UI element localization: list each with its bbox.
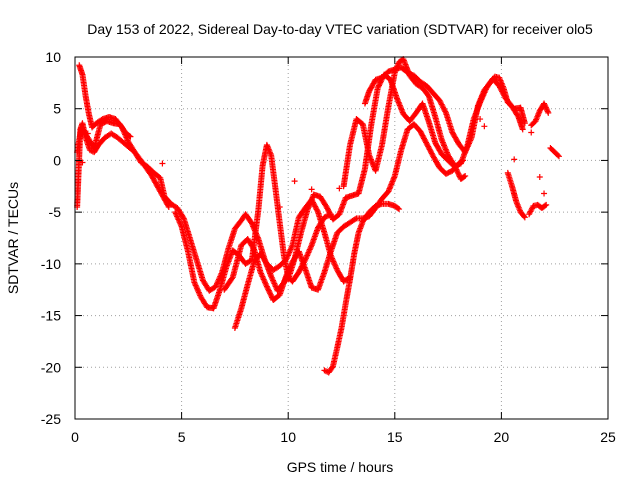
- chart-title: Day 153 of 2022, Sidereal Day-to-day VTE…: [87, 21, 593, 37]
- data-point: [454, 167, 461, 174]
- data-point: [250, 245, 257, 252]
- data-point: [424, 92, 431, 99]
- y-tick-label: 0: [53, 152, 61, 168]
- data-point: [276, 203, 283, 210]
- data-point: [336, 185, 343, 192]
- data-point: [555, 153, 562, 160]
- data-point: [265, 287, 272, 294]
- x-tick-label: 10: [280, 429, 296, 445]
- axis-ticks: 0 5 10 15 20 25 -25 -20 -15 -10 -5 0 5 10: [41, 49, 616, 445]
- data-point: [462, 172, 469, 179]
- data-point: [375, 83, 382, 90]
- y-tick-label: -25: [41, 411, 61, 427]
- data-point: [542, 103, 549, 110]
- data-point: [394, 205, 401, 212]
- y-tick-label: -10: [41, 256, 61, 272]
- data-point: [521, 214, 528, 221]
- data-point: [263, 283, 270, 290]
- series-arc-13: [528, 100, 552, 129]
- data-point: [352, 216, 359, 223]
- data-point: [543, 201, 550, 208]
- y-tick-label: -5: [49, 204, 62, 220]
- data-point: [519, 126, 526, 133]
- data-point: [453, 166, 460, 173]
- data-point: [455, 172, 462, 179]
- data-points: [74, 56, 562, 376]
- data-point: [520, 213, 527, 220]
- data-point: [461, 173, 468, 180]
- data-point: [264, 284, 271, 291]
- data-point: [228, 275, 235, 282]
- plot-border: [74, 56, 609, 420]
- data-point: [528, 129, 535, 136]
- data-point: [544, 107, 551, 114]
- data-point: [268, 293, 275, 300]
- data-point: [127, 133, 134, 140]
- data-point: [542, 104, 549, 111]
- data-point: [514, 112, 521, 119]
- data-point: [451, 162, 458, 169]
- x-axis-label: GPS time / hours: [287, 459, 394, 475]
- x-tick-label: 20: [494, 429, 510, 445]
- data-point: [455, 170, 462, 177]
- y-tick-label: -15: [41, 308, 61, 324]
- data-point: [126, 132, 133, 139]
- series-arc-12: [526, 201, 550, 218]
- data-point: [511, 156, 518, 163]
- data-point: [266, 288, 273, 295]
- data-point: [554, 152, 561, 159]
- data-point: [454, 169, 461, 176]
- x-tick-label: 5: [178, 429, 186, 445]
- x-tick-label: 25: [600, 429, 616, 445]
- data-point: [545, 109, 552, 116]
- data-point: [521, 120, 528, 127]
- series-arc-3: [74, 118, 134, 156]
- data-point: [267, 290, 274, 297]
- data-point: [452, 165, 459, 172]
- y-tick-label: -20: [41, 359, 61, 375]
- data-point: [165, 203, 172, 210]
- data-point: [79, 159, 86, 166]
- y-tick-label: 5: [53, 101, 61, 117]
- data-point: [477, 116, 484, 123]
- data-point: [159, 160, 166, 167]
- data-point: [267, 291, 274, 298]
- data-point: [543, 105, 550, 112]
- y-tick-label: 10: [45, 49, 61, 65]
- data-point: [179, 214, 186, 221]
- data-point: [542, 202, 549, 209]
- series-arc-11: [504, 169, 528, 221]
- series-arc-8: [321, 200, 403, 376]
- data-point: [541, 100, 548, 107]
- data-point: [541, 190, 548, 197]
- series-arc-4: [172, 141, 334, 312]
- data-point: [541, 101, 548, 108]
- data-point: [329, 364, 336, 371]
- data-point: [314, 207, 321, 214]
- data-point: [374, 85, 381, 92]
- data-point: [536, 173, 543, 180]
- data-point: [481, 123, 488, 130]
- x-tick-label: 0: [71, 429, 79, 445]
- data-point: [442, 108, 449, 115]
- x-tick-label: 15: [387, 429, 403, 445]
- series-arc-5: [231, 196, 354, 331]
- y-axis-label: SDTVAR / TECUs: [5, 182, 21, 294]
- series-arc-14: [547, 145, 562, 160]
- data-point: [308, 186, 315, 193]
- data-point: [376, 80, 383, 87]
- data-point: [265, 286, 272, 293]
- data-point: [291, 178, 298, 185]
- data-point: [544, 108, 551, 115]
- series-arc-10: [361, 64, 528, 156]
- isolated-points: [79, 116, 548, 210]
- data-point: [452, 163, 459, 170]
- data-point: [84, 130, 91, 137]
- data-point: [396, 206, 403, 213]
- data-point: [376, 82, 383, 89]
